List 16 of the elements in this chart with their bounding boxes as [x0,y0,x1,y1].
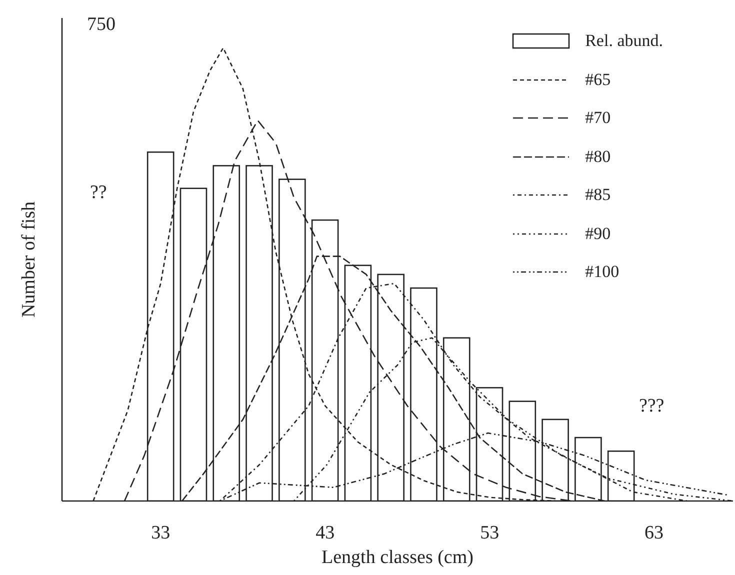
x-tick-label: 33 [151,522,170,544]
legend-label: #80 [585,146,611,167]
x-tick-label: 63 [644,522,664,544]
legend-label: Rel. abund. [585,31,663,52]
x-axis-title: Length classes (cm) [322,547,474,568]
annotation: ??? [638,396,664,417]
legend-label: #85 [585,185,611,206]
x-tick-label: 43 [316,522,335,544]
legend-label: #90 [585,224,611,244]
y-axis-title: Number of fish [18,200,40,318]
legend-label: #70 [585,108,611,128]
legend-label: #65 [585,70,611,90]
x-tick-label: 53 [480,522,500,544]
legend-label: #100 [585,262,620,282]
annotation: ?? [90,182,107,203]
text: 750 [87,14,116,35]
